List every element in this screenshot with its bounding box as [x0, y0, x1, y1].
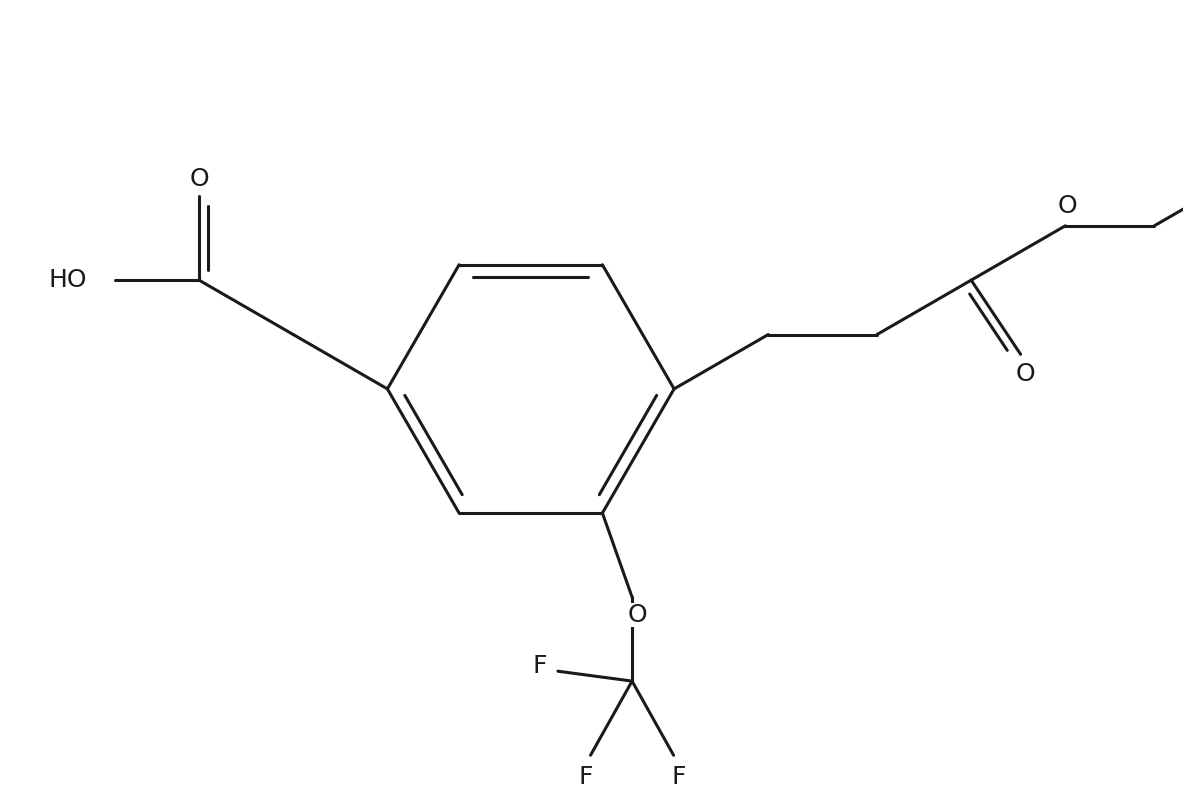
Text: F: F: [533, 654, 547, 678]
Text: F: F: [671, 765, 685, 789]
Text: O: O: [1016, 362, 1035, 386]
Text: O: O: [627, 603, 647, 626]
Text: HO: HO: [49, 268, 87, 292]
Text: O: O: [1058, 194, 1077, 218]
Text: O: O: [189, 167, 209, 192]
Text: F: F: [578, 765, 593, 789]
